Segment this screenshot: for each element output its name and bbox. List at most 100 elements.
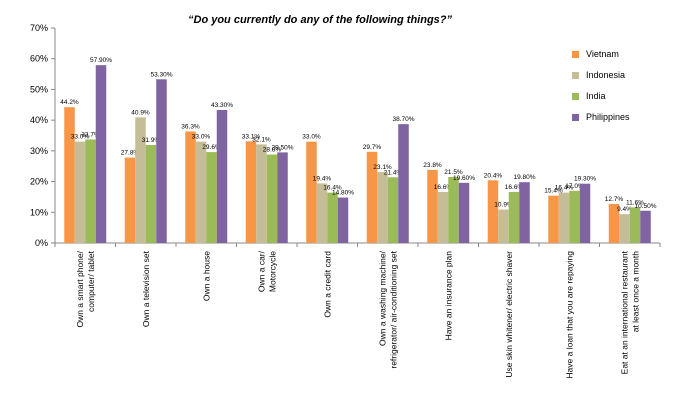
bar [85, 139, 96, 243]
category-label: Own a house [201, 251, 211, 301]
bar [387, 177, 399, 243]
bar [306, 141, 317, 243]
bar [185, 131, 196, 243]
legend-item: Philippines [572, 111, 630, 123]
bar [256, 144, 267, 243]
data-label: 10.9% [494, 202, 513, 209]
bar [124, 157, 136, 243]
data-label: 33.7% [81, 131, 100, 138]
bar [266, 154, 278, 243]
legend-label: Vietnam [586, 49, 619, 59]
data-label: 21.5% [444, 169, 463, 176]
bar [337, 197, 349, 243]
bar [95, 65, 107, 244]
y-tick-label: 0% [35, 238, 48, 248]
y-tick-label: 10% [30, 207, 48, 217]
legend: Vietnam Indonesia India Philippines [572, 48, 630, 132]
data-label: 16.4% [555, 185, 574, 192]
data-label: 21.4% [384, 169, 403, 176]
bar [519, 182, 530, 243]
data-label: 11.6% [626, 199, 644, 206]
category-label: Use skin whitener/ electric shaver [504, 251, 514, 378]
bar [548, 195, 559, 243]
legend-swatch [572, 71, 579, 79]
bar [569, 190, 580, 243]
category-label: Own a car/ [256, 250, 266, 292]
data-label: 43.30% [211, 102, 233, 109]
category-label: at least once a month [630, 251, 640, 333]
data-label: 28.8% [263, 147, 282, 154]
bar [74, 141, 86, 243]
category-label: Own a smart phone/ [75, 250, 85, 327]
data-label: 27.8% [121, 150, 140, 157]
data-label: 23.1% [373, 164, 392, 171]
data-label: 17.0% [565, 183, 584, 190]
legend-item: India [572, 90, 630, 102]
category-label: Own a television set [141, 250, 151, 327]
data-label: 29.50% [271, 144, 293, 151]
category-label: Own a credit card [322, 251, 332, 318]
data-label: 14.80% [332, 190, 354, 197]
data-label: 16.6% [505, 184, 524, 191]
legend-label: Philippines [586, 112, 630, 122]
data-label: 33.1% [242, 133, 261, 140]
bar [245, 141, 257, 243]
category-label: Own a washing machine/ [377, 250, 387, 346]
data-label: 19.4% [313, 175, 332, 182]
category-label: Motorcycle [267, 251, 277, 292]
category-label: Have a loan that you are repaying [564, 251, 574, 379]
bar [145, 145, 157, 243]
category-label: computer/ tablet [86, 250, 96, 312]
bar [508, 192, 520, 243]
bar [458, 182, 470, 243]
bar [277, 152, 288, 243]
bar [498, 209, 509, 243]
data-label: 57.90% [90, 57, 112, 64]
legend-swatch [572, 92, 579, 100]
data-label: 33.0% [302, 134, 321, 141]
y-tick-label: 20% [30, 177, 48, 187]
legend-label: Indonesia [586, 70, 626, 80]
data-label: 29.6% [202, 144, 221, 151]
y-tick-label: 70% [30, 23, 48, 33]
bar [216, 110, 228, 243]
bar [579, 183, 591, 243]
data-label: 9.4% [617, 206, 632, 213]
data-label: 53.30% [150, 71, 172, 78]
bar [135, 117, 146, 243]
bar [558, 192, 570, 243]
bar [377, 172, 388, 243]
bar [366, 151, 378, 243]
data-label: 23.8% [423, 162, 442, 169]
data-label: 19.60% [453, 175, 475, 182]
bar [640, 210, 651, 243]
bar [195, 141, 207, 243]
data-label: 32.1% [252, 136, 271, 143]
data-label: 20.4% [484, 172, 503, 179]
data-label: 29.7% [363, 144, 382, 151]
legend-item: Indonesia [572, 69, 630, 81]
data-label: 36.3% [181, 124, 200, 131]
data-label: 15.4% [544, 188, 563, 195]
category-label: Eat at an international restaurant [619, 250, 629, 374]
bar [487, 180, 499, 243]
data-label: 16.4% [323, 185, 342, 192]
bar [206, 152, 217, 243]
y-tick-label: 60% [30, 54, 48, 64]
category-label: refrigerator/ air-conditioning set [388, 250, 398, 368]
y-tick-label: 50% [30, 84, 48, 94]
legend-swatch [572, 50, 579, 58]
y-tick-label: 40% [30, 115, 48, 125]
legend-item: Vietnam [572, 48, 630, 60]
data-label: 40.9% [131, 109, 150, 116]
data-label: 16.6% [434, 184, 453, 191]
bar [427, 169, 438, 243]
bar [608, 203, 620, 243]
bar [629, 207, 641, 243]
y-tick-label: 30% [30, 146, 48, 156]
data-label: 12.7% [605, 196, 624, 203]
data-label: 38.70% [392, 116, 414, 123]
category-label: Have an insurance plan [443, 251, 453, 341]
bar [327, 192, 338, 243]
